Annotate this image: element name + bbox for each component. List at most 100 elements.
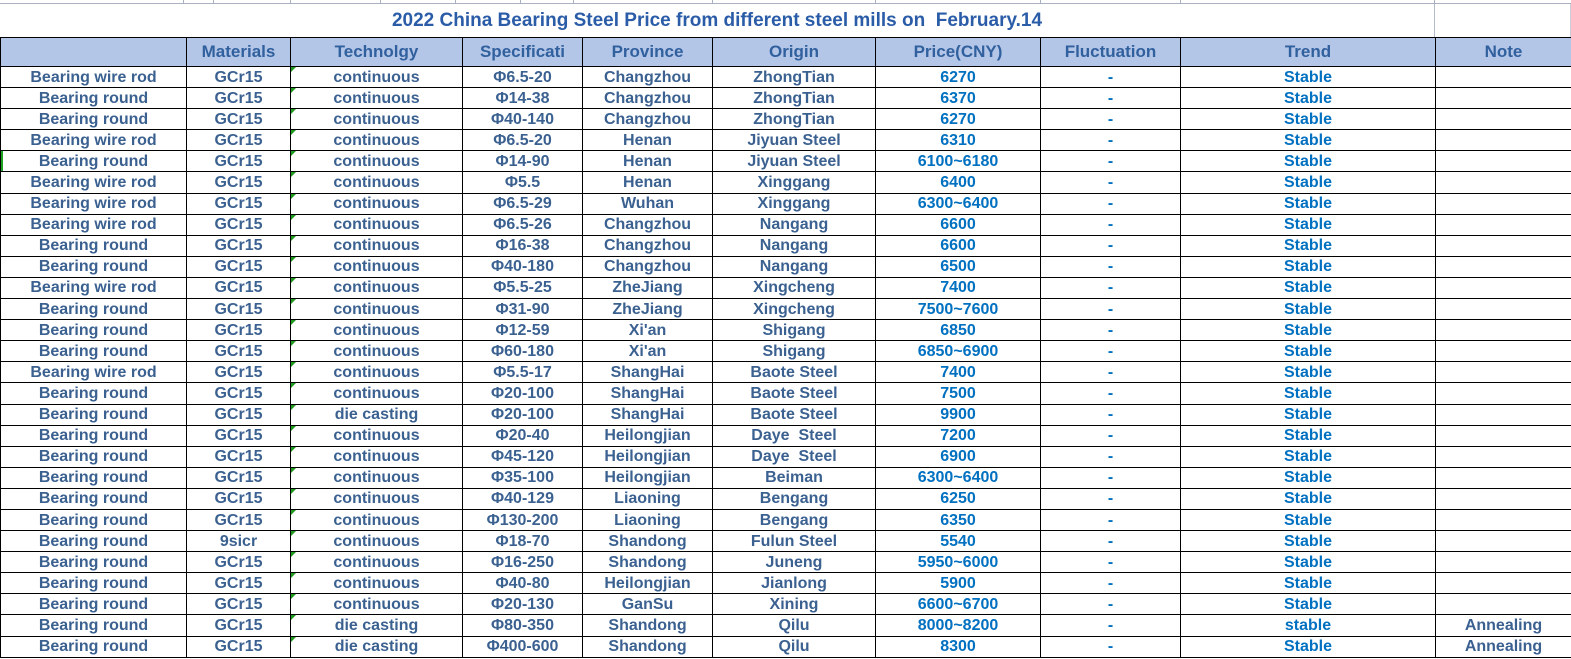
cell-note[interactable] — [1435, 466, 1571, 489]
cell-price[interactable]: 6850~6900 — [875, 340, 1041, 363]
cell-rowlabel[interactable]: Bearing round — [0, 150, 187, 173]
column-header-specification[interactable]: Specificati — [462, 37, 583, 67]
cell-technology[interactable]: continuous — [290, 65, 463, 89]
cell-trend[interactable]: Stable — [1180, 424, 1436, 447]
cell-trend[interactable]: Stable — [1180, 276, 1436, 300]
cell-price[interactable]: 7400 — [875, 276, 1041, 300]
cell-price[interactable]: 5950~6000 — [875, 551, 1041, 574]
cell-materials[interactable]: GCr15 — [186, 171, 291, 194]
cell-fluctuation[interactable]: - — [1040, 593, 1181, 616]
cell-price[interactable]: 6100~6180 — [875, 150, 1041, 173]
cell-technology[interactable]: continuous — [290, 108, 463, 131]
cell-price[interactable]: 6270 — [875, 65, 1041, 89]
cell-materials[interactable]: GCr15 — [186, 466, 291, 489]
cell-specification[interactable]: Φ14-38 — [462, 87, 583, 110]
cell-materials[interactable]: GCr15 — [186, 340, 291, 363]
cell-materials[interactable]: GCr15 — [186, 65, 291, 89]
cell-materials[interactable]: GCr15 — [186, 572, 291, 595]
cell-rowlabel[interactable]: Bearing round — [0, 530, 187, 553]
column-header-technology[interactable]: Technolgy — [290, 37, 463, 67]
cell-rowlabel[interactable]: Bearing wire rod — [0, 276, 187, 300]
cell-materials[interactable]: GCr15 — [186, 129, 291, 152]
cell-specification[interactable]: Φ6.5-29 — [462, 192, 583, 215]
cell-technology[interactable]: continuous — [290, 530, 463, 553]
cell-origin[interactable]: Bengang — [712, 508, 876, 532]
cell-note[interactable] — [1435, 572, 1571, 595]
cell-price[interactable]: 7500 — [875, 382, 1041, 405]
cell-note[interactable] — [1435, 403, 1571, 426]
cell-price[interactable]: 6400 — [875, 171, 1041, 194]
cell-price[interactable]: 6370 — [875, 87, 1041, 110]
cell-price[interactable]: 6270 — [875, 108, 1041, 131]
cell-origin[interactable]: Daye Steel — [712, 424, 876, 447]
cell-origin[interactable]: Nangang — [712, 255, 876, 278]
cell-province[interactable]: ZheJiang — [582, 276, 713, 300]
cell-fluctuation[interactable]: - — [1040, 403, 1181, 426]
cell-materials[interactable]: GCr15 — [186, 445, 291, 468]
cell-province[interactable]: Henan — [582, 150, 713, 173]
cell-specification[interactable]: Φ45-120 — [462, 445, 583, 468]
cell-materials[interactable]: GCr15 — [186, 234, 291, 257]
cell-fluctuation[interactable]: - — [1040, 551, 1181, 574]
cell-specification[interactable]: Φ14-90 — [462, 150, 583, 173]
cell-specification[interactable]: Φ20-130 — [462, 593, 583, 616]
cell-rowlabel[interactable]: Bearing round — [0, 445, 187, 468]
cell-rowlabel[interactable]: Bearing round — [0, 298, 187, 321]
cell-price[interactable]: 6310 — [875, 129, 1041, 152]
cell-price[interactable]: 6250 — [875, 487, 1041, 510]
cell-rowlabel[interactable]: Bearing round — [0, 234, 187, 257]
cell-materials[interactable]: GCr15 — [186, 298, 291, 321]
cell-fluctuation[interactable]: - — [1040, 340, 1181, 363]
cell-specification[interactable]: Φ40-129 — [462, 487, 583, 510]
cell-technology[interactable]: continuous — [290, 487, 463, 510]
column-header-origin[interactable]: Origin — [712, 37, 876, 67]
cell-materials[interactable]: GCr15 — [186, 213, 291, 236]
cell-fluctuation[interactable]: - — [1040, 234, 1181, 257]
cell-note[interactable] — [1435, 340, 1571, 363]
cell-note[interactable] — [1435, 192, 1571, 215]
cell-specification[interactable]: Φ31-90 — [462, 298, 583, 321]
cell-specification[interactable]: Φ12-59 — [462, 319, 583, 342]
cell-specification[interactable]: Φ5.5-17 — [462, 361, 583, 384]
cell-origin[interactable]: ZhongTian — [712, 108, 876, 131]
cell-price[interactable]: 7400 — [875, 361, 1041, 384]
cell-province[interactable]: GanSu — [582, 593, 713, 616]
cell-origin[interactable]: Xingcheng — [712, 298, 876, 321]
cell-materials[interactable]: GCr15 — [186, 382, 291, 405]
cell-fluctuation[interactable]: - — [1040, 129, 1181, 152]
cell-price[interactable]: 6600 — [875, 234, 1041, 257]
cell-fluctuation[interactable]: - — [1040, 276, 1181, 300]
cell-rowlabel[interactable]: Bearing wire rod — [0, 171, 187, 194]
cell-fluctuation[interactable]: - — [1040, 508, 1181, 532]
cell-origin[interactable]: ZhongTian — [712, 87, 876, 110]
cell-fluctuation[interactable]: - — [1040, 255, 1181, 278]
cell-materials[interactable]: GCr15 — [186, 108, 291, 131]
cell-technology[interactable]: continuous — [290, 445, 463, 468]
cell-rowlabel[interactable]: Bearing round — [0, 87, 187, 110]
cell-trend[interactable]: Stable — [1180, 403, 1436, 426]
cell-trend[interactable]: Stable — [1180, 593, 1436, 616]
cell-specification[interactable]: Φ20-40 — [462, 424, 583, 447]
cell-rowlabel[interactable]: Bearing round — [0, 340, 187, 363]
cell-specification[interactable]: Φ130-200 — [462, 508, 583, 532]
cell-fluctuation[interactable]: - — [1040, 108, 1181, 131]
cell-specification[interactable]: Φ20-100 — [462, 382, 583, 405]
cell-specification[interactable]: Φ16-250 — [462, 551, 583, 574]
cell-rowlabel[interactable]: Bearing round — [0, 319, 187, 342]
cell-province[interactable]: ShangHai — [582, 382, 713, 405]
cell-specification[interactable]: Φ60-180 — [462, 340, 583, 363]
cell-trend[interactable]: Stable — [1180, 445, 1436, 468]
cell-materials[interactable]: GCr15 — [186, 87, 291, 110]
cell-trend[interactable]: Stable — [1180, 340, 1436, 363]
cell-technology[interactable]: continuous — [290, 319, 463, 342]
cell-fluctuation[interactable]: - — [1040, 65, 1181, 89]
cell-rowlabel[interactable]: Bearing round — [0, 614, 187, 637]
cell-trend[interactable]: Stable — [1180, 255, 1436, 278]
cell-origin[interactable]: Shigang — [712, 340, 876, 363]
cell-fluctuation[interactable]: - — [1040, 614, 1181, 637]
cell-rowlabel[interactable]: Bearing round — [0, 572, 187, 595]
column-header-price[interactable]: Price(CNY) — [875, 37, 1041, 67]
cell-specification[interactable]: Φ40-140 — [462, 108, 583, 131]
cell-technology[interactable]: continuous — [290, 298, 463, 321]
cell-technology[interactable]: continuous — [290, 466, 463, 489]
